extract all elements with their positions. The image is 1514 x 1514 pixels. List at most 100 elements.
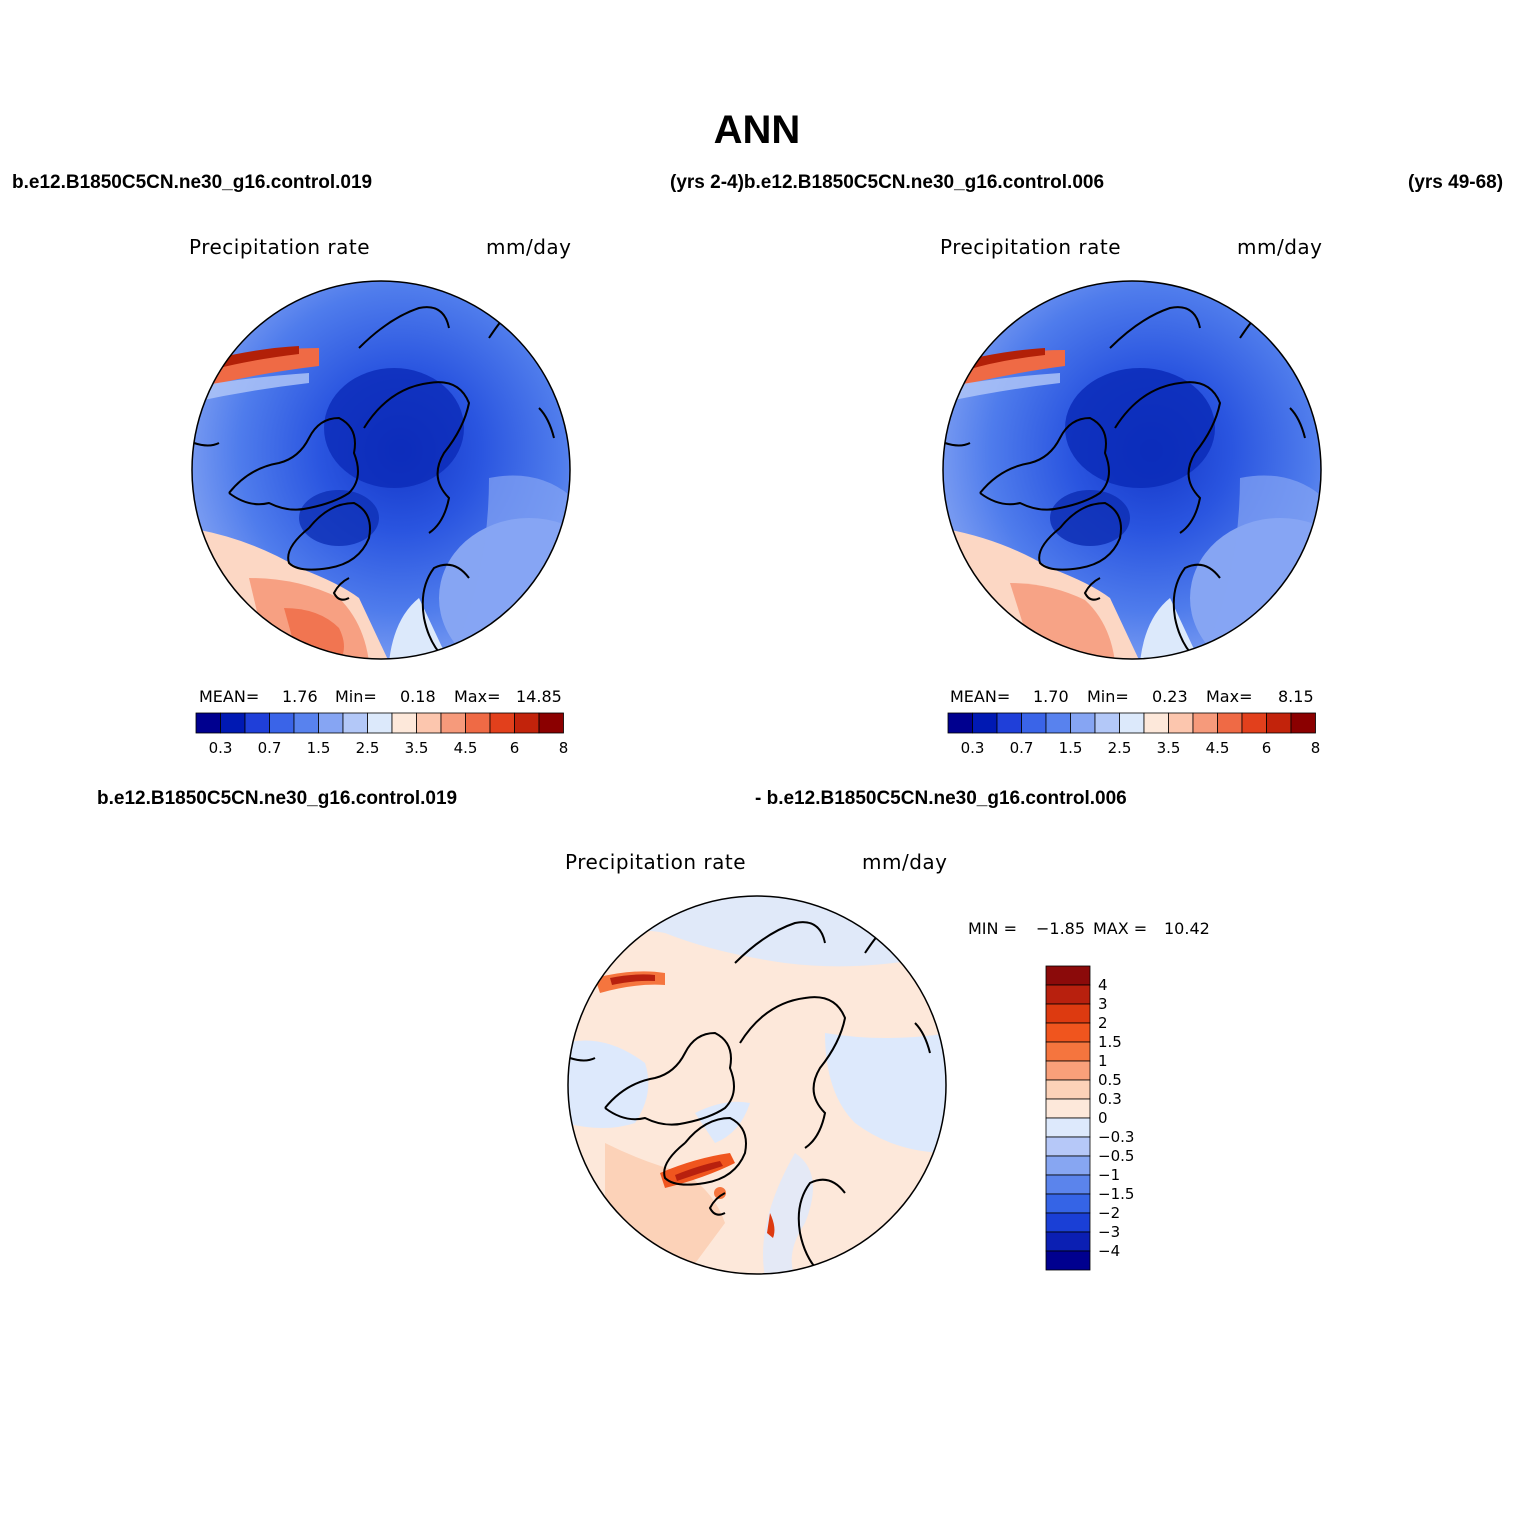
panel2-colorbar-tick-label: 2.5 [1108,739,1132,757]
panel3-colorbar-swatch [1045,1193,1091,1214]
panel3-colorbar-swatch [1045,1060,1091,1081]
top-right-case-label: (yrs 2-4)b.e12.B1850C5CN.ne30_g16.contro… [670,172,1105,193]
panel2-colorbar-tick-label: 3.5 [1157,739,1181,757]
panel1-colorbar-swatch [538,712,564,734]
panel3-colorbar-swatch [1045,1155,1091,1176]
panel1-colorbar-tick-label: 8 [559,739,569,757]
panel1-colorbar-swatch [391,712,417,734]
panel2-min-value: 0.23 [1152,687,1188,706]
panel3-min-value: −1.85 [1036,919,1086,938]
panel1-colorbar-swatch [195,712,221,734]
panel3-colorbar-tick-label: 0.3 [1098,1090,1122,1108]
panel1-colorbar-swatch [318,712,344,734]
panel2-variable-title: Precipitation rate [940,235,1121,259]
panel2-colorbar-swatch [1217,712,1243,734]
panel3-colorbar-tick-label: −2 [1098,1204,1120,1222]
panel3-max-label: MAX = [1093,919,1148,938]
panel2-max-label: Max= [1206,687,1253,706]
panel3-colorbar-swatch [1045,1041,1091,1062]
panel1-colorbar-tick-label: 4.5 [454,739,478,757]
panel3-colorbar-tick-label: −0.5 [1098,1147,1134,1165]
panel2-colorbar-swatch [972,712,998,734]
panel2-colorbar-swatch [1168,712,1194,734]
panel3-colorbar-swatch [1045,1022,1091,1043]
panel3-colorbar-tick-label: 1 [1098,1052,1108,1070]
panel3-max-value: 10.42 [1164,919,1210,938]
panel2-colorbar-swatch [1192,712,1218,734]
panel2-colorbar-swatch [1021,712,1047,734]
panel3-polar-difference-map [567,895,947,1275]
panel2-colorbar-tick-label: 8 [1311,739,1321,757]
panel2-colorbar-tick-label: 0.7 [1010,739,1034,757]
bottom-right-case-label: - b.e12.B1850C5CN.ne30_g16.control.006 [755,788,1127,809]
panel2-colorbar-swatch [1094,712,1120,734]
panel2-colorbar-tick-label: 0.3 [961,739,985,757]
panel1-variable-title: Precipitation rate [189,235,370,259]
panel3-colorbar-tick-label: 0.5 [1098,1071,1122,1089]
panel3-colorbar-swatch [1045,1117,1091,1138]
panel2-colorbar-swatch [1290,712,1316,734]
panel2-colorbar-swatch [1143,712,1169,734]
panel1-colorbar: 0.3 0.7 1.5 2.5 3.5 4.5 6 8 [195,712,569,757]
panel1-colorbar-tick-label: 0.7 [258,739,282,757]
panel1-colorbar-swatch [269,712,295,734]
panel3-min-label: MIN = [968,919,1017,938]
panel1-mean-value: 1.76 [282,687,318,706]
panel3-colorbar-tick-label: −1.5 [1098,1185,1134,1203]
top-left-case-label: b.e12.B1850C5CN.ne30_g16.control.019 [12,172,373,193]
panel1-polar-map [191,280,571,660]
panel3-colorbar-tick-label: 3 [1098,995,1108,1013]
panel1-max-value: 14.85 [516,687,562,706]
panel2-colorbar-swatch [996,712,1022,734]
figure-title: ANN [713,108,801,152]
panel3-colorbar-swatch [1045,984,1091,1005]
panel1-colorbar-swatch [465,712,491,734]
panel3-colorbar-tick-label: 4 [1098,976,1108,994]
panel2-colorbar-tick-label: 6 [1262,739,1272,757]
panel2-colorbar-swatch [1266,712,1292,734]
panel3-colorbar-swatch [1045,1079,1091,1100]
panel3-colorbar-swatch [1045,1212,1091,1233]
panel1-colorbar-tick-label: 1.5 [307,739,331,757]
panel2-colorbar-swatch [1070,712,1096,734]
panel1-max-label: Max= [454,687,501,706]
panel1-colorbar-swatch [293,712,319,734]
panel1-colorbar-tick-label: 0.3 [209,739,233,757]
panel1-colorbar-tick-label: 2.5 [356,739,380,757]
panel2-mean-value: 1.70 [1033,687,1069,706]
panel3-units: mm/day [862,850,948,874]
panel1-min-value: 0.18 [400,687,436,706]
panel3-colorbar-tick-label: −3 [1098,1223,1120,1241]
panel3-colorbar-swatch [1045,1136,1091,1157]
panel3-colorbar-tick-label: −4 [1098,1242,1120,1260]
panel2-max-value: 8.15 [1278,687,1314,706]
panel3-colorbar-swatch [1045,1174,1091,1195]
panel3-colorbar-tick-label: 0 [1098,1109,1108,1127]
panel3-colorbar-swatch [1045,1231,1091,1252]
panel3-colorbar-tick-label: −1 [1098,1166,1120,1184]
panel1-colorbar-swatch [220,712,246,734]
panel2-colorbar-swatch [1241,712,1267,734]
panel3-colorbar-swatch [1045,1098,1091,1119]
panel1-units: mm/day [486,235,572,259]
panel2-colorbar: 0.3 0.7 1.5 2.5 3.5 4.5 6 8 [947,712,1321,757]
panel2-units: mm/day [1237,235,1323,259]
panel1-min-label: Min= [335,687,377,706]
panel3-colorbar-tick-label: −0.3 [1098,1128,1134,1146]
panel1-mean-label: MEAN= [199,687,260,706]
panel3-colorbar-tick-label: 1.5 [1098,1033,1122,1051]
panel2-colorbar-swatch [947,712,973,734]
panel1-colorbar-swatch [489,712,515,734]
panel2-colorbar-tick-label: 4.5 [1206,739,1230,757]
panel1-colorbar-swatch [440,712,466,734]
panel3-variable-title: Precipitation rate [565,850,746,874]
panel1-colorbar-swatch [342,712,368,734]
panel3-colorbar-swatch [1045,1003,1091,1024]
bottom-left-case-label: b.e12.B1850C5CN.ne30_g16.control.019 [97,788,458,809]
panel2-colorbar-tick-label: 1.5 [1059,739,1083,757]
panel3-colorbar-swatch [1045,965,1091,986]
panel2-polar-map [942,280,1322,660]
panel1-colorbar-tick-label: 3.5 [405,739,429,757]
panel3-colorbar-swatch [1045,1250,1091,1271]
